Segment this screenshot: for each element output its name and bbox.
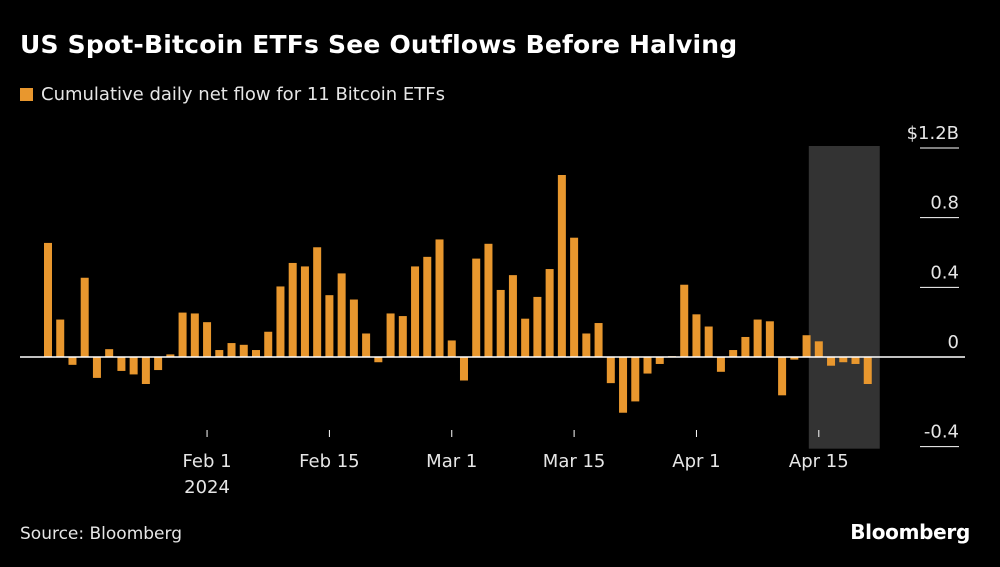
- x-tick-sublabel: 2024: [184, 477, 230, 498]
- bar: [215, 350, 224, 357]
- bar: [386, 313, 395, 357]
- bar: [594, 323, 603, 357]
- bar: [557, 175, 566, 357]
- bar: [313, 247, 322, 357]
- y-gridlines: [920, 147, 959, 448]
- bar: [496, 289, 505, 357]
- bar: [508, 275, 517, 357]
- bar: [117, 357, 126, 371]
- bar-series: [44, 175, 872, 413]
- y-tick-label: $1.2B: [907, 123, 959, 144]
- bar: [570, 237, 579, 357]
- bar: [716, 357, 725, 372]
- x-tick-label: Mar 15: [543, 451, 606, 472]
- y-tick-label: 0: [948, 332, 959, 353]
- bar: [459, 357, 468, 381]
- legend-swatch: [20, 88, 33, 101]
- bar: [619, 357, 628, 413]
- chart-title: US Spot-Bitcoin ETFs See Outflows Before…: [20, 30, 738, 59]
- bar: [765, 321, 774, 357]
- bar: [606, 357, 615, 384]
- bar: [92, 357, 101, 378]
- bar: [190, 313, 199, 357]
- bar: [631, 357, 640, 402]
- x-tick-label: Feb 15: [299, 451, 360, 472]
- source-note: Source: Bloomberg: [20, 524, 182, 544]
- bar: [643, 357, 652, 374]
- bar: [337, 273, 346, 357]
- x-tick-label: Apr 15: [789, 451, 849, 472]
- bar: [362, 333, 371, 357]
- bar: [741, 336, 750, 357]
- bar: [778, 357, 787, 396]
- bar: [374, 357, 383, 363]
- bar: [105, 349, 114, 357]
- y-axis-labels: $1.2B 0.8 0.4 0 -0.4: [907, 123, 959, 443]
- bar: [790, 357, 799, 360]
- bar: [839, 357, 848, 363]
- bar: [141, 357, 150, 384]
- bar: [154, 357, 163, 371]
- bar: [423, 256, 432, 357]
- bar: [166, 354, 175, 357]
- bar: [851, 357, 860, 364]
- x-tick-label: Mar 1: [426, 451, 477, 472]
- bar: [276, 286, 285, 357]
- chart-legend: Cumulative daily net flow for 11 Bitcoin…: [20, 84, 445, 105]
- bar: [484, 243, 493, 357]
- bar: [692, 314, 701, 357]
- bar: [533, 296, 542, 357]
- bar: [802, 335, 811, 357]
- bar: [582, 333, 591, 357]
- bar: [704, 326, 713, 357]
- bar: [80, 277, 89, 357]
- bar: [178, 312, 187, 357]
- legend-label: Cumulative daily net flow for 11 Bitcoin…: [41, 84, 445, 105]
- bar: [56, 319, 65, 357]
- x-tick-label: Feb 1: [183, 451, 232, 472]
- bar: [227, 343, 236, 357]
- bar: [472, 258, 481, 357]
- bar: [729, 350, 738, 357]
- bar: [325, 295, 334, 357]
- halving-highlight-band: [808, 146, 880, 449]
- bar: [252, 350, 260, 357]
- bar: [545, 269, 554, 357]
- bar: [264, 331, 273, 357]
- bar: [300, 266, 309, 357]
- bar: [411, 266, 420, 357]
- y-tick-label: 0.4: [930, 262, 959, 283]
- bar: [435, 239, 444, 357]
- bar: [680, 284, 689, 357]
- x-tick-label: Apr 1: [672, 451, 720, 472]
- bar: [814, 341, 823, 357]
- bloomberg-logo: Bloomberg: [850, 520, 970, 544]
- bar: [203, 322, 212, 357]
- bar: [521, 318, 530, 357]
- bar: [44, 242, 52, 357]
- bar: [288, 262, 297, 357]
- bar: [753, 319, 762, 357]
- x-axis: Feb 1 2024 Feb 15 Mar 1 Mar 15 Apr 1 Apr 15: [183, 430, 849, 498]
- bar: [398, 316, 407, 357]
- bar: [447, 340, 456, 357]
- bar: [239, 344, 248, 357]
- bar: [655, 357, 664, 364]
- bar: [349, 299, 358, 357]
- bar: [129, 357, 138, 375]
- bar: [68, 357, 77, 365]
- y-tick-label: -0.4: [924, 422, 959, 443]
- bar: [827, 357, 836, 366]
- bar: [863, 357, 872, 384]
- y-tick-label: 0.8: [930, 193, 959, 214]
